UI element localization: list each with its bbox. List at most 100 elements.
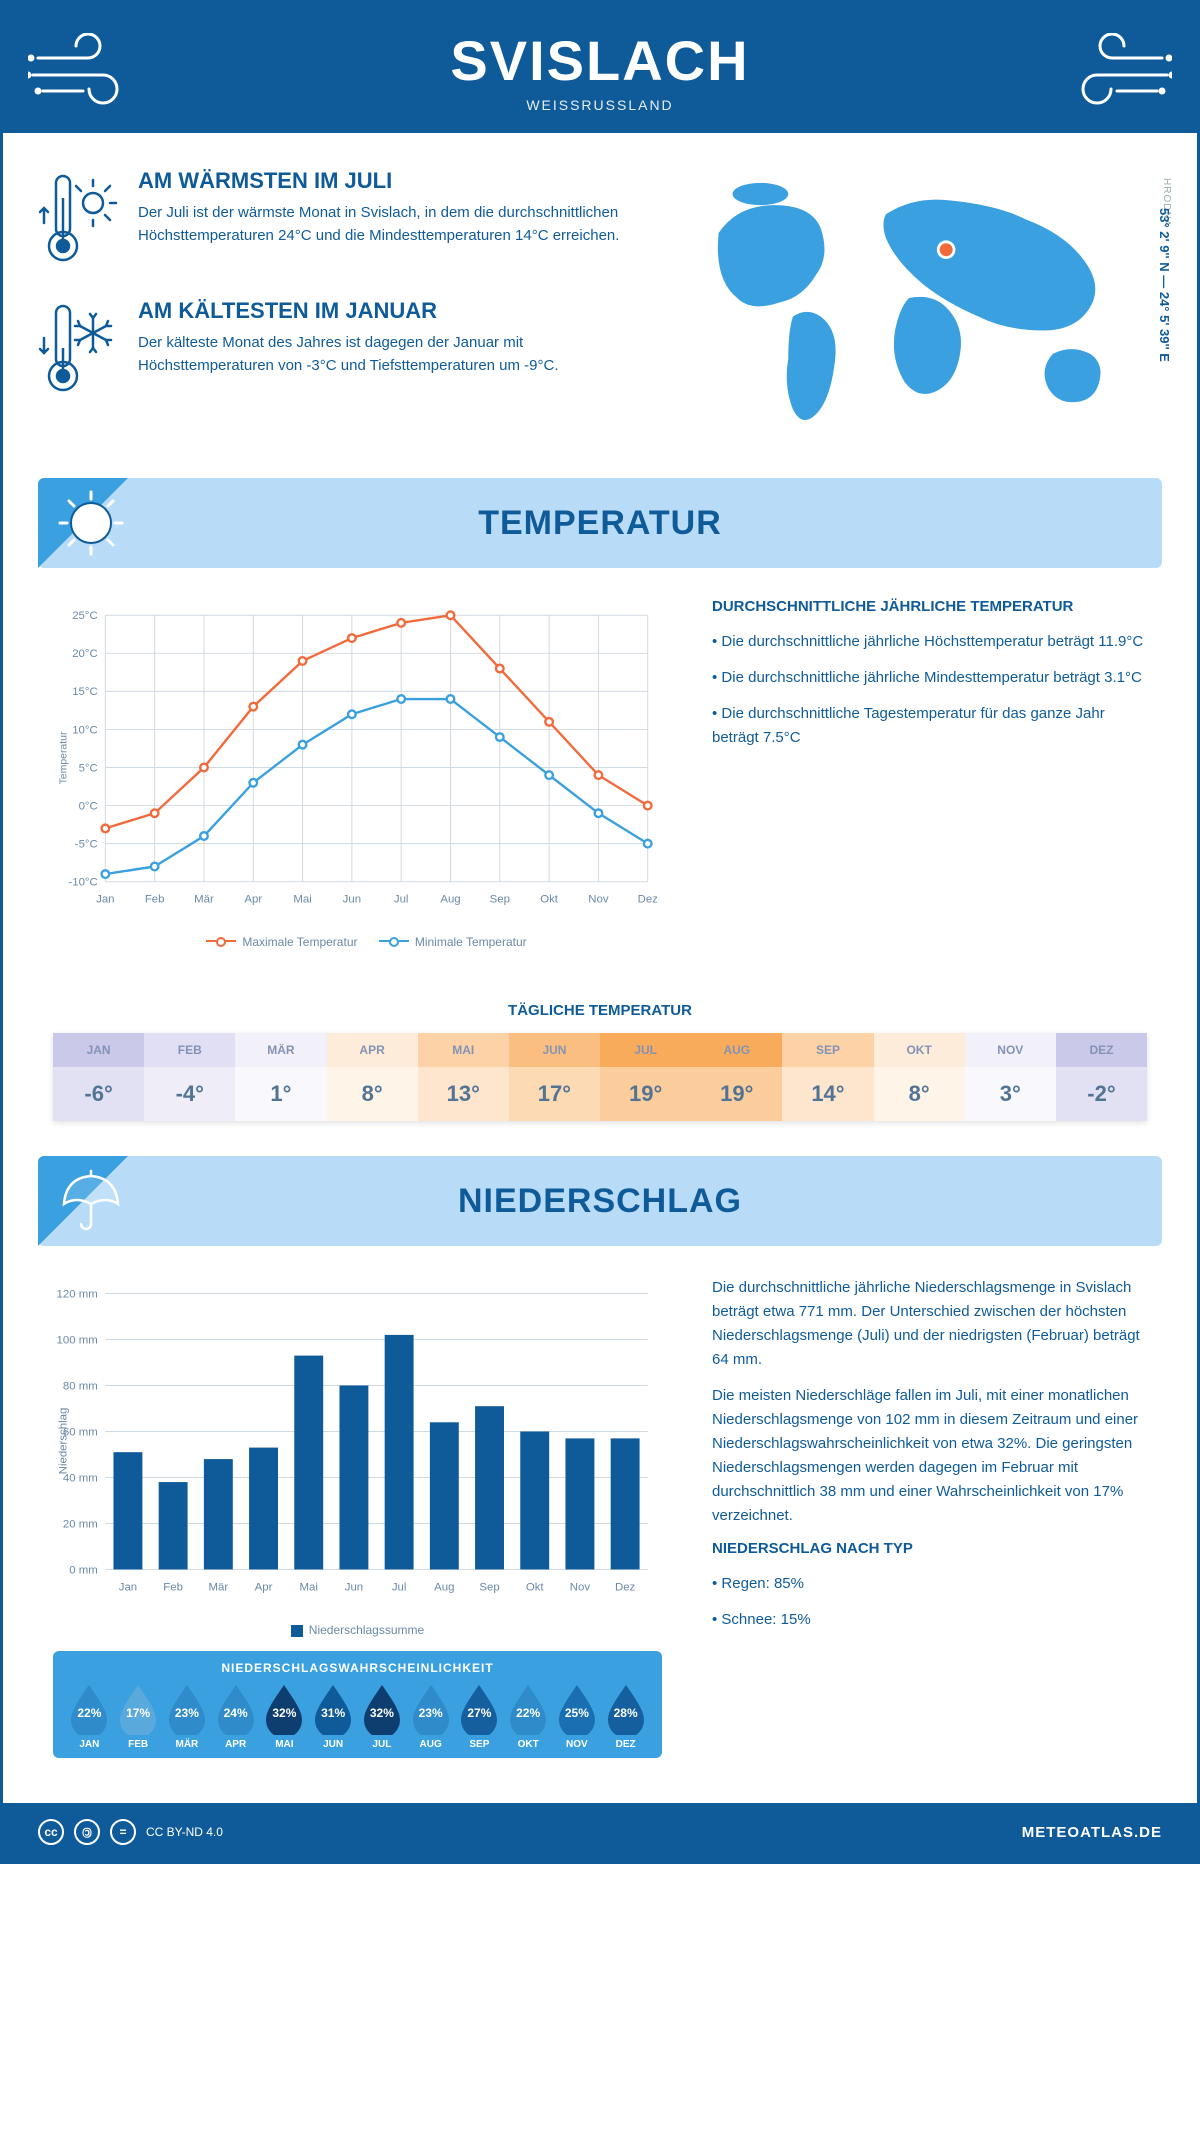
daily-temp-cell: MÄR1°	[235, 1033, 326, 1121]
svg-text:0 mm: 0 mm	[69, 1564, 98, 1576]
svg-text:Jan: Jan	[96, 894, 114, 906]
svg-text:Aug: Aug	[440, 894, 460, 906]
svg-text:20°C: 20°C	[72, 648, 98, 660]
svg-text:0°C: 0°C	[79, 800, 98, 812]
daily-temp-title: TÄGLICHE TEMPERATUR	[3, 1002, 1197, 1019]
daily-temp-cell: OKT8°	[874, 1033, 965, 1121]
svg-text:20 mm: 20 mm	[63, 1518, 98, 1530]
temp-bullet: Die durchschnittliche jährliche Höchstte…	[712, 630, 1147, 654]
brand: METEOATLAS.DE	[1022, 1824, 1162, 1841]
svg-text:-10°C: -10°C	[68, 877, 97, 889]
svg-text:Aug: Aug	[434, 1581, 454, 1593]
city-title: SVISLACH	[23, 28, 1177, 93]
precip-p1: Die durchschnittliche jährliche Niedersc…	[712, 1276, 1147, 1372]
probability-drop: 17%FEB	[114, 1683, 163, 1750]
daily-temp-cell: JUL19°	[600, 1033, 691, 1121]
temp-section-title: TEMPERATUR	[478, 504, 722, 543]
svg-text:Okt: Okt	[526, 1581, 545, 1593]
fact-warm-text: Der Juli ist der wärmste Monat in Svisla…	[138, 202, 635, 247]
svg-text:-5°C: -5°C	[75, 838, 98, 850]
svg-text:120 mm: 120 mm	[57, 1288, 98, 1300]
temp-text-title: DURCHSCHNITTLICHE JÄHRLICHE TEMPERATUR	[712, 598, 1147, 615]
daily-temp-cell: NOV3°	[965, 1033, 1056, 1121]
svg-text:100 mm: 100 mm	[57, 1334, 98, 1346]
svg-text:Jun: Jun	[343, 894, 361, 906]
svg-text:Nov: Nov	[588, 894, 609, 906]
svg-text:Feb: Feb	[145, 894, 165, 906]
precip-section-title: NIEDERSCHLAG	[458, 1182, 742, 1221]
svg-text:Mai: Mai	[293, 894, 311, 906]
svg-text:Jul: Jul	[392, 1581, 407, 1593]
svg-text:Mai: Mai	[300, 1581, 318, 1593]
svg-text:Nov: Nov	[570, 1581, 591, 1593]
svg-text:15°C: 15°C	[72, 686, 98, 698]
svg-text:Mär: Mär	[209, 1581, 229, 1593]
precip-type-title: NIEDERSCHLAG NACH TYP	[712, 1540, 1147, 1557]
precip-types: Regen: 85% Schnee: 15%	[712, 1572, 1147, 1632]
daily-temp-cell: SEP14°	[782, 1033, 873, 1121]
precip-p2: Die meisten Niederschläge fallen im Juli…	[712, 1384, 1147, 1528]
world-map	[665, 168, 1162, 428]
temperature-banner: TEMPERATUR	[38, 478, 1162, 568]
sun-icon	[56, 488, 126, 558]
probability-drop: 23%AUG	[406, 1683, 455, 1750]
temp-legend: Maximale Temperatur Minimale Temperatur	[53, 935, 662, 949]
fact-cold-title: AM KÄLTESTEN IM JANUAR	[138, 298, 635, 324]
svg-text:Jun: Jun	[345, 1581, 363, 1593]
fact-warmest: AM WÄRMSTEN IM JULI Der Juli ist der wär…	[38, 168, 635, 268]
thermometer-cold-icon	[38, 298, 118, 398]
country-subtitle: WEISSRUSSLAND	[23, 97, 1177, 113]
probability-drop: 32%JUL	[358, 1683, 407, 1750]
fact-warm-title: AM WÄRMSTEN IM JULI	[138, 168, 635, 194]
nd-icon: =	[110, 1819, 136, 1845]
svg-text:Feb: Feb	[163, 1581, 183, 1593]
svg-text:Jul: Jul	[394, 894, 409, 906]
thermometer-hot-icon	[38, 168, 118, 268]
probability-drop: 31%JUN	[309, 1683, 358, 1750]
daily-temp-cell: JAN-6°	[53, 1033, 144, 1121]
by-icon: 🄯	[74, 1819, 100, 1845]
daily-temp-cell: DEZ-2°	[1056, 1033, 1147, 1121]
svg-text:Mär: Mär	[194, 894, 214, 906]
svg-text:Dez: Dez	[638, 894, 659, 906]
fact-cold-text: Der kälteste Monat des Jahres ist dagege…	[138, 332, 635, 377]
svg-text:Sep: Sep	[490, 894, 510, 906]
daily-temp-cell: MAI13°	[418, 1033, 509, 1121]
svg-text:5°C: 5°C	[79, 762, 98, 774]
precipitation-bar-chart: 0 mm20 mm40 mm60 mm80 mm100 mm120 mmJanF…	[53, 1276, 662, 1606]
daily-temp-cell: JUN17°	[509, 1033, 600, 1121]
precipitation-banner: NIEDERSCHLAG	[38, 1156, 1162, 1246]
precip-type: Regen: 85%	[712, 1572, 1147, 1596]
precip-legend: Niederschlagssumme	[53, 1623, 662, 1637]
legend-max: Maximale Temperatur	[242, 935, 357, 949]
temp-bullets: Die durchschnittliche jährliche Höchstte…	[712, 630, 1147, 750]
probability-drop: 22%JAN	[65, 1683, 114, 1750]
temp-bullet: Die durchschnittliche jährliche Mindestt…	[712, 666, 1147, 690]
license: cc 🄯 = CC BY-ND 4.0	[38, 1819, 223, 1845]
probability-drop: 23%MÄR	[163, 1683, 212, 1750]
precipitation-probability-box: NIEDERSCHLAGSWAHRSCHEINLICHKEIT 22%JAN17…	[53, 1651, 662, 1758]
daily-temp-cell: FEB-4°	[144, 1033, 235, 1121]
probability-drop: 22%OKT	[504, 1683, 553, 1750]
cc-icon: cc	[38, 1819, 64, 1845]
license-text: CC BY-ND 4.0	[146, 1825, 223, 1839]
legend-min: Minimale Temperatur	[415, 935, 527, 949]
daily-temp-strip: JAN-6°FEB-4°MÄR1°APR8°MAI13°JUN17°JUL19°…	[53, 1033, 1147, 1121]
svg-text:Dez: Dez	[615, 1581, 636, 1593]
umbrella-icon	[56, 1166, 126, 1236]
daily-temp-cell: APR8°	[327, 1033, 418, 1121]
svg-text:Temperatur: Temperatur	[58, 731, 69, 784]
header: SVISLACH WEISSRUSSLAND	[3, 3, 1197, 133]
probability-drop: 24%APR	[211, 1683, 260, 1750]
fact-coldest: AM KÄLTESTEN IM JANUAR Der kälteste Mona…	[38, 298, 635, 398]
precip-type: Schnee: 15%	[712, 1608, 1147, 1632]
probability-drop: 28%DEZ	[601, 1683, 650, 1750]
svg-text:Sep: Sep	[479, 1581, 499, 1593]
daily-temp-cell: AUG19°	[691, 1033, 782, 1121]
temperature-line-chart: -10°C-5°C0°C5°C10°C15°C20°C25°CJanFebMär…	[53, 598, 662, 918]
footer: cc 🄯 = CC BY-ND 4.0 METEOATLAS.DE	[3, 1803, 1197, 1861]
page: SVISLACH WEISSRUSSLAND AM WÄRMSTEN IM JU…	[0, 0, 1200, 1864]
probability-drop: 32%MAI	[260, 1683, 309, 1750]
svg-text:Apr: Apr	[244, 894, 262, 906]
svg-text:80 mm: 80 mm	[63, 1380, 98, 1392]
